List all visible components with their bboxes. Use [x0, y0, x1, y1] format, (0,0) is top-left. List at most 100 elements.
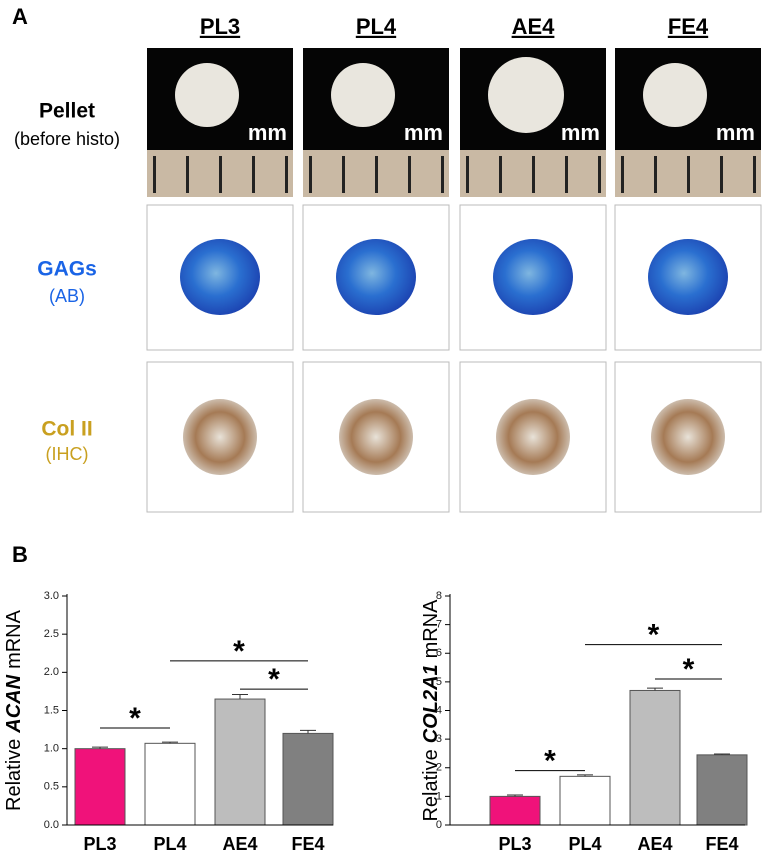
row-title: GAGs	[37, 258, 97, 281]
y-label-gene: COL2A1	[420, 664, 442, 743]
y-label-suffix: mRNA	[3, 609, 25, 669]
y-label-prefix: Relative	[3, 739, 25, 811]
x-tick-label: FE4	[291, 834, 324, 854]
significance-star: *	[544, 745, 556, 778]
bar	[629, 689, 681, 826]
row-subtitle: (AB)	[49, 286, 85, 306]
image-frame	[146, 204, 294, 351]
ruler-tick	[186, 156, 189, 193]
error-bar	[300, 729, 316, 734]
bar	[559, 775, 611, 826]
bar	[696, 754, 748, 826]
y-tick-label: 1.0	[44, 743, 59, 755]
ruler-tick	[598, 156, 601, 193]
significance-star: *	[233, 635, 245, 668]
ruler-tick	[219, 156, 222, 193]
ruler-tick	[408, 156, 411, 193]
significance-star: *	[268, 663, 280, 696]
panel-label: A	[12, 4, 28, 29]
x-tick-label: AE4	[637, 834, 672, 854]
y-tick-label: 5	[436, 676, 442, 688]
ruler-tick	[621, 156, 624, 193]
y-tick-label: 4	[436, 704, 442, 716]
scale-label: mm	[716, 120, 755, 145]
col-stain	[651, 399, 725, 475]
error-bar	[577, 774, 593, 777]
y-tick-label: 1	[436, 790, 442, 802]
y-tick-label: 0	[436, 819, 442, 831]
scale-label: mm	[248, 120, 287, 145]
col-stain	[183, 399, 257, 475]
pellet-photo	[643, 63, 707, 127]
bar	[144, 742, 196, 826]
y-tick-label: 0.0	[44, 819, 59, 831]
error-bar	[507, 794, 523, 797]
pellet-photo	[175, 63, 239, 127]
bar	[214, 698, 266, 826]
ruler-tick	[532, 156, 535, 193]
error-bar	[647, 687, 663, 691]
ruler-tick	[342, 156, 345, 193]
y-tick-label: 1.5	[44, 704, 59, 716]
x-tick-label: PL4	[153, 834, 186, 854]
scale-label: mm	[561, 120, 600, 145]
ruler-tick	[375, 156, 378, 193]
x-tick-label: FE4	[705, 834, 738, 854]
gag-stain	[336, 239, 416, 315]
significance-star: *	[683, 653, 695, 686]
gag-stain	[648, 239, 728, 315]
y-tick-label: 2.0	[44, 666, 59, 678]
column-header: FE4	[668, 14, 709, 39]
col-stain	[339, 399, 413, 475]
ruler-tick	[654, 156, 657, 193]
y-tick-label: 7	[436, 619, 442, 631]
ruler-tick	[466, 156, 469, 193]
y-axis-label: Relative COL2A1 mRNA	[420, 599, 442, 822]
ruler-tick	[285, 156, 288, 193]
column-header: PL4	[356, 14, 397, 39]
scale-label: mm	[404, 120, 443, 145]
bar	[74, 748, 126, 826]
significance-star: *	[648, 619, 660, 652]
panel-label: B	[12, 542, 28, 567]
ruler-tick	[753, 156, 756, 193]
ruler-tick	[565, 156, 568, 193]
y-label-prefix: Relative	[420, 749, 442, 821]
ruler-tick	[720, 156, 723, 193]
y-tick-label: 3	[436, 733, 442, 745]
y-axis-label: Relative ACAN mRNA	[3, 609, 25, 811]
y-tick-label: 2.5	[44, 628, 59, 640]
error-bar	[232, 693, 248, 700]
column-header: PL3	[200, 14, 240, 39]
column-header: AE4	[512, 14, 556, 39]
row-title: Col II	[41, 418, 92, 441]
bar	[489, 795, 541, 826]
ruler-tick	[252, 156, 255, 193]
x-tick-label: AE4	[222, 834, 257, 854]
ruler-tick	[687, 156, 690, 193]
x-tick-label: PL4	[568, 834, 601, 854]
pellet-photo	[331, 63, 395, 127]
y-tick-label: 6	[436, 647, 442, 659]
gag-stain	[493, 239, 573, 315]
y-label-suffix: mRNA	[420, 599, 442, 659]
y-tick-label: 8	[436, 590, 442, 602]
error-bar	[162, 741, 178, 744]
significance-star: *	[129, 702, 141, 735]
bar	[282, 732, 334, 826]
gag-stain	[180, 239, 260, 315]
y-tick-label: 2	[436, 762, 442, 774]
x-tick-label: PL3	[498, 834, 531, 854]
y-tick-label: 3.0	[44, 590, 59, 602]
pellet-photo	[488, 57, 564, 133]
row-subtitle: (IHC)	[46, 444, 89, 464]
error-bar	[714, 753, 730, 755]
y-label-gene: ACAN	[3, 674, 25, 733]
error-bar	[92, 746, 108, 749]
row-title: Pellet	[39, 100, 95, 123]
ruler-tick	[309, 156, 312, 193]
col-stain	[496, 399, 570, 475]
ruler-tick	[153, 156, 156, 193]
image-frame	[302, 204, 450, 351]
